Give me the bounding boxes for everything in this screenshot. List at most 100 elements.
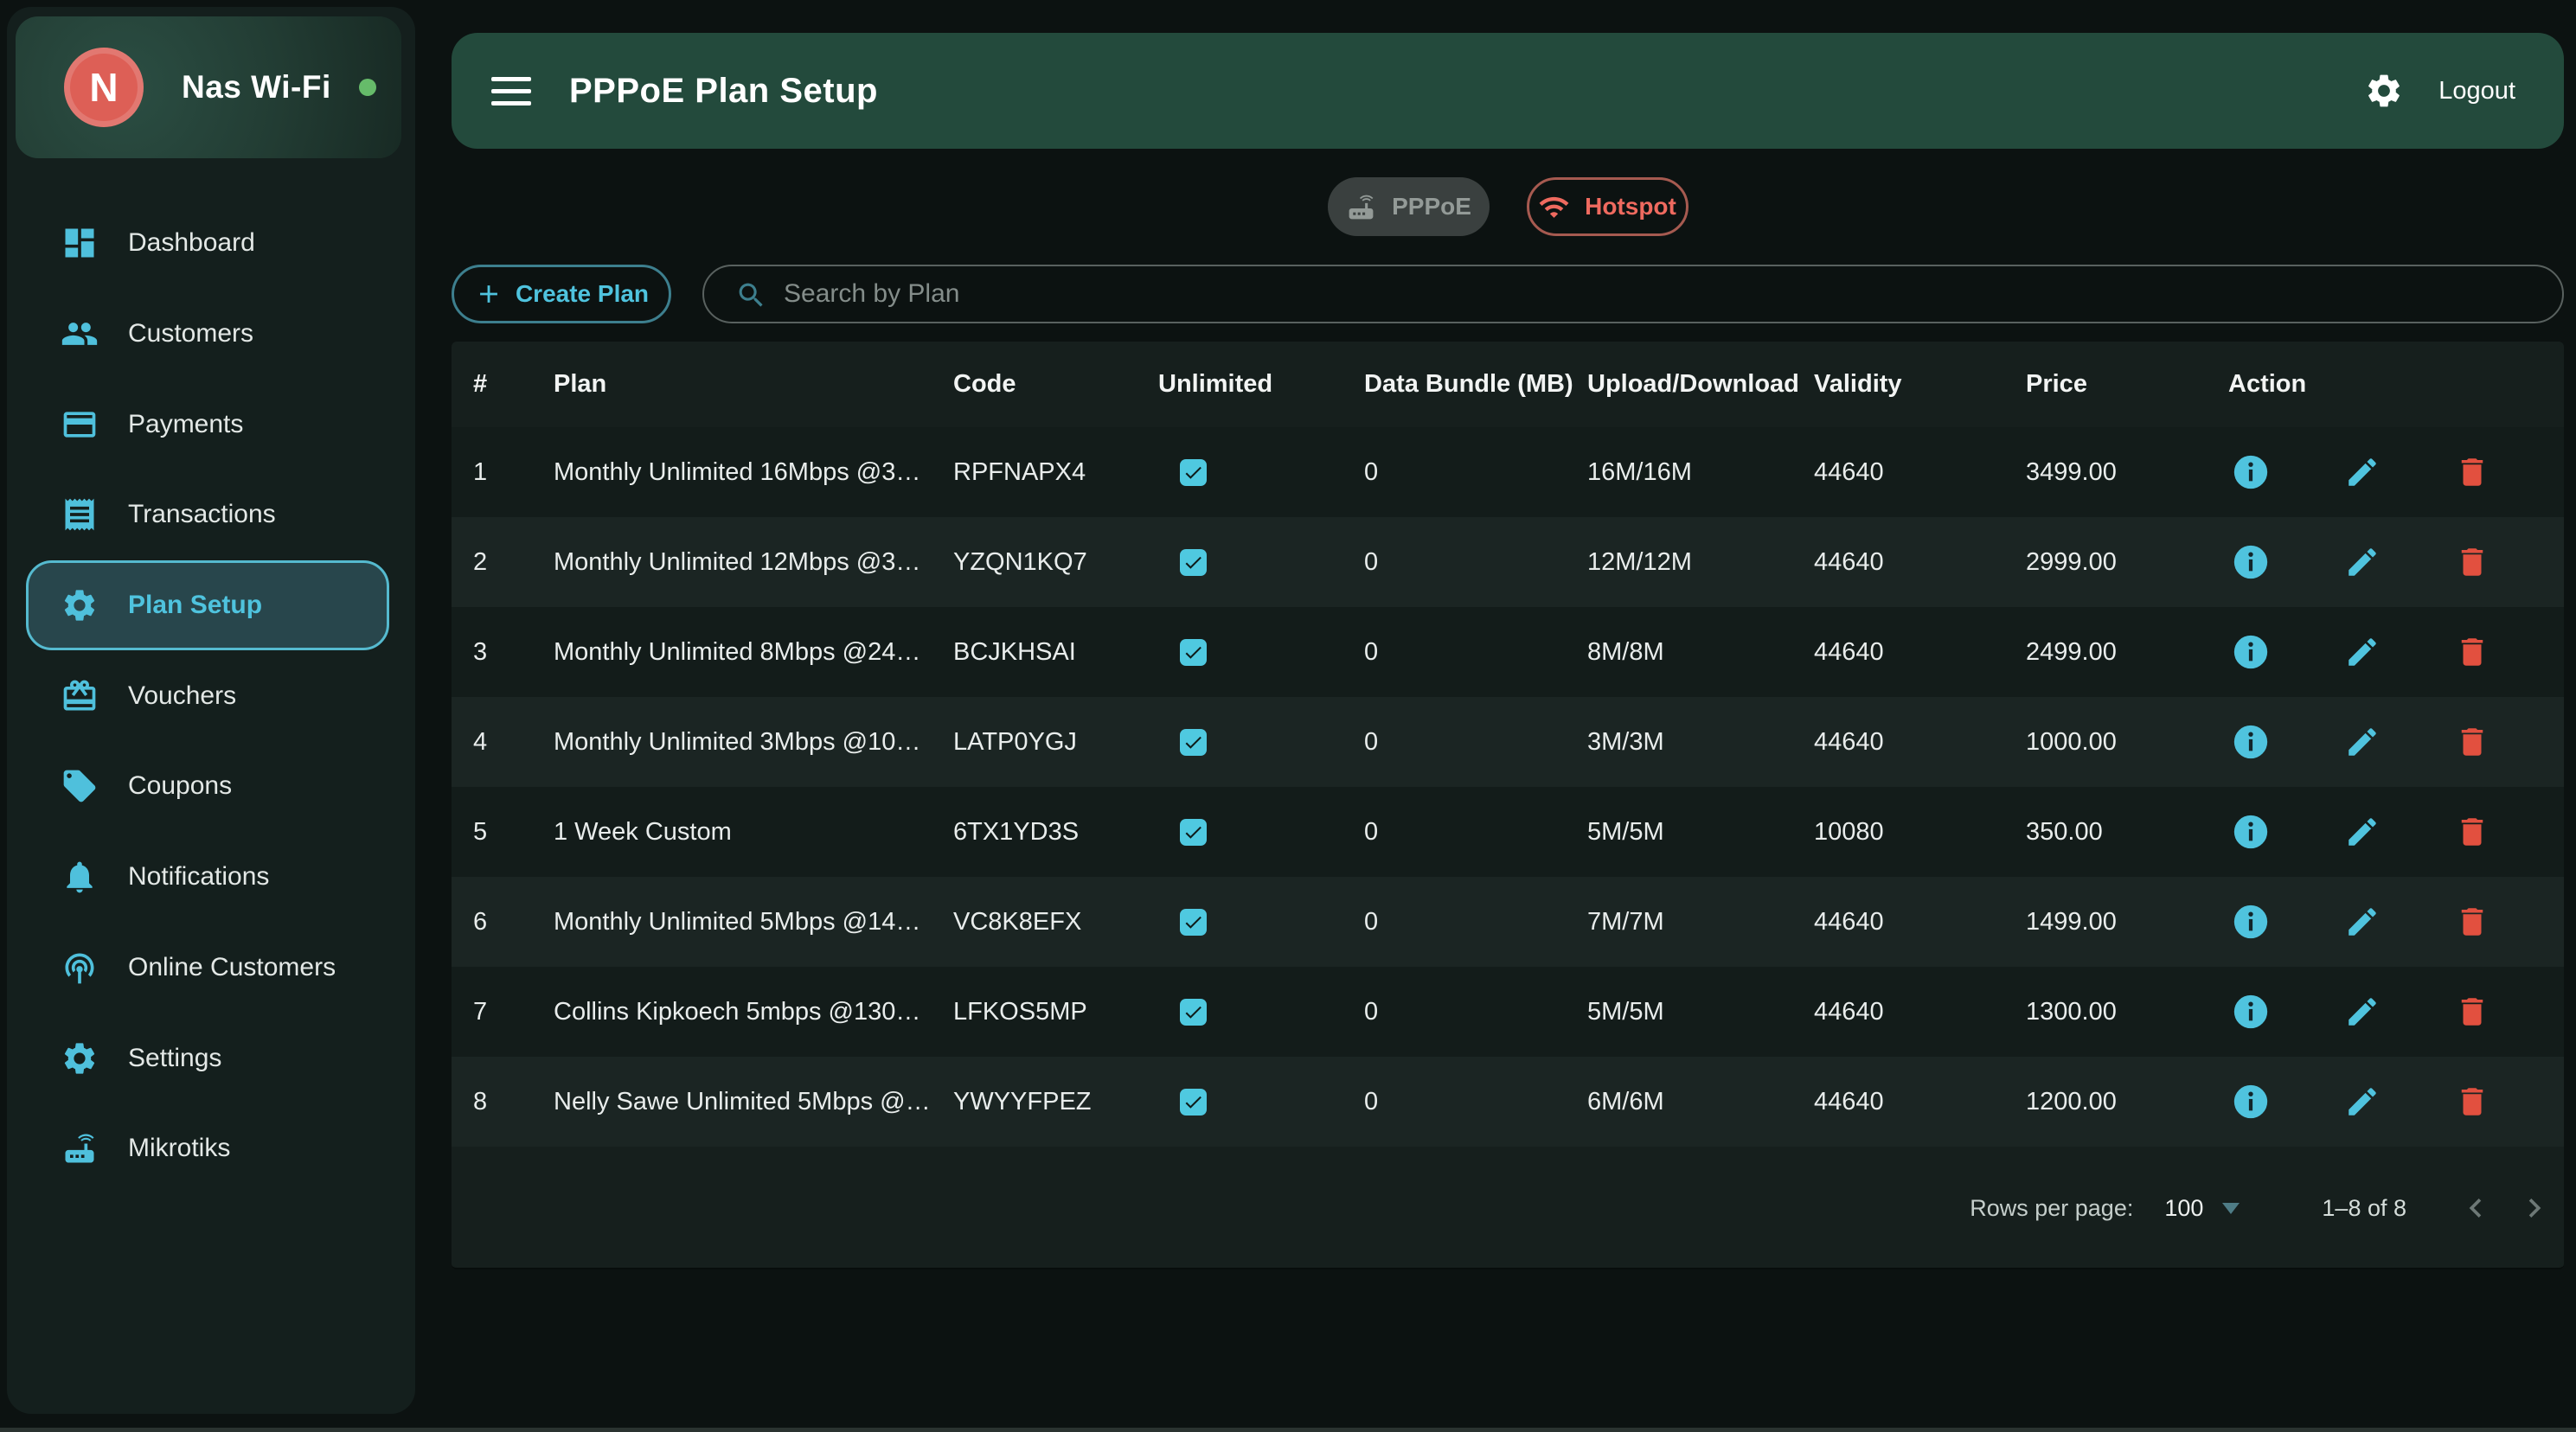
table-row: 7 Collins Kipkoech 5mbps @130… LFKOS5MP … bbox=[452, 967, 2564, 1057]
cell-data-bundle: 0 bbox=[1364, 908, 1587, 937]
brand-name: Nas Wi-Fi bbox=[182, 69, 331, 105]
info-icon bbox=[2231, 902, 2271, 942]
delete-plan-button[interactable] bbox=[2454, 994, 2490, 1030]
view-details-button[interactable] bbox=[2231, 812, 2271, 852]
trash-icon bbox=[2454, 724, 2490, 760]
cell-actions bbox=[2228, 542, 2564, 582]
sidebar-item-coupons[interactable]: Coupons bbox=[26, 741, 389, 832]
trash-icon bbox=[2454, 454, 2490, 490]
sidebar-item-settings[interactable]: Settings bbox=[26, 1013, 389, 1103]
settings-gear-icon[interactable] bbox=[2364, 71, 2404, 111]
menu-icon[interactable] bbox=[491, 77, 531, 105]
unlimited-checkbox[interactable] bbox=[1180, 459, 1207, 486]
pencil-icon bbox=[2344, 724, 2381, 760]
view-details-button[interactable] bbox=[2231, 632, 2271, 672]
cell-data-bundle: 0 bbox=[1364, 548, 1587, 577]
rows-per-page-select[interactable]: 100 bbox=[2164, 1195, 2240, 1222]
hotspot-toggle[interactable]: Hotspot bbox=[1527, 177, 1688, 236]
prev-page-button[interactable] bbox=[2457, 1189, 2495, 1227]
view-details-button[interactable] bbox=[2231, 992, 2271, 1032]
column-header-price: Price bbox=[2026, 370, 2228, 399]
sidebar-item-transactions[interactable]: Transactions bbox=[26, 470, 389, 560]
edit-plan-button[interactable] bbox=[2344, 1084, 2381, 1120]
cell-code: VC8K8EFX bbox=[953, 908, 1158, 937]
edit-plan-button[interactable] bbox=[2344, 904, 2381, 940]
cell-upload-download: 8M/8M bbox=[1587, 638, 1814, 667]
delete-plan-button[interactable] bbox=[2454, 634, 2490, 670]
delete-plan-button[interactable] bbox=[2454, 544, 2490, 580]
unlimited-checkbox[interactable] bbox=[1180, 639, 1207, 666]
cell-plan: Monthly Unlimited 12Mbps @3… bbox=[554, 548, 953, 577]
delete-plan-button[interactable] bbox=[2454, 814, 2490, 850]
table-toolbar: Create Plan bbox=[452, 265, 2564, 323]
unlimited-checkbox[interactable] bbox=[1180, 1089, 1207, 1116]
pppoe-toggle[interactable]: PPPoE bbox=[1328, 177, 1490, 236]
view-details-button[interactable] bbox=[2231, 902, 2271, 942]
brand-card: N Nas Wi-Fi bbox=[16, 16, 401, 158]
info-icon bbox=[2231, 542, 2271, 582]
sidebar-item-payments[interactable]: Payments bbox=[26, 379, 389, 470]
delete-plan-button[interactable] bbox=[2454, 724, 2490, 760]
edit-plan-button[interactable] bbox=[2344, 634, 2381, 670]
view-details-button[interactable] bbox=[2231, 452, 2271, 492]
sidebar-item-customers[interactable]: Customers bbox=[26, 289, 389, 380]
cell-data-bundle: 0 bbox=[1364, 1088, 1587, 1116]
column-header-number: # bbox=[473, 370, 554, 399]
cell-validity: 44640 bbox=[1814, 908, 2026, 937]
delete-plan-button[interactable] bbox=[2454, 904, 2490, 940]
sidebar-item-plan-setup[interactable]: Plan Setup bbox=[26, 560, 389, 651]
voucher-icon bbox=[61, 677, 99, 715]
pencil-icon bbox=[2344, 814, 2381, 850]
appbar: PPPoE Plan Setup Logout bbox=[452, 33, 2564, 149]
delete-plan-button[interactable] bbox=[2454, 454, 2490, 490]
edit-plan-button[interactable] bbox=[2344, 994, 2381, 1030]
view-details-button[interactable] bbox=[2231, 542, 2271, 582]
unlimited-checkbox[interactable] bbox=[1180, 819, 1207, 846]
chevron-right-icon bbox=[2515, 1189, 2554, 1227]
unlimited-checkbox[interactable] bbox=[1180, 909, 1207, 936]
cell-upload-download: 5M/5M bbox=[1587, 818, 1814, 847]
sidebar: N Nas Wi-Fi Dashboard Customers Payments… bbox=[7, 7, 415, 1414]
create-plan-button[interactable]: Create Plan bbox=[452, 265, 671, 323]
gear-icon bbox=[61, 1039, 99, 1077]
chevron-left-icon bbox=[2457, 1189, 2495, 1227]
cell-plan: Collins Kipkoech 5mbps @130… bbox=[554, 998, 953, 1026]
edit-plan-button[interactable] bbox=[2344, 724, 2381, 760]
edit-plan-button[interactable] bbox=[2344, 814, 2381, 850]
unlimited-checkbox[interactable] bbox=[1180, 999, 1207, 1026]
mode-toggle-group: PPPoE Hotspot bbox=[452, 177, 2564, 236]
bottom-edge-strip bbox=[0, 1428, 2576, 1432]
unlimited-checkbox[interactable] bbox=[1180, 549, 1207, 576]
sidebar-item-label: Online Customers bbox=[128, 953, 336, 982]
sidebar-item-mikrotiks[interactable]: Mikrotiks bbox=[26, 1103, 389, 1194]
plus-icon bbox=[474, 279, 503, 309]
cell-price: 350.00 bbox=[2026, 818, 2228, 847]
cell-number: 7 bbox=[473, 998, 554, 1026]
view-details-button[interactable] bbox=[2231, 1082, 2271, 1122]
credit-card-icon bbox=[61, 406, 99, 444]
view-details-button[interactable] bbox=[2231, 722, 2271, 762]
logout-button[interactable]: Logout bbox=[2438, 77, 2515, 105]
delete-plan-button[interactable] bbox=[2454, 1084, 2490, 1120]
column-header-upload-download: Upload/Download bbox=[1587, 370, 1814, 399]
sidebar-item-notifications[interactable]: Notifications bbox=[26, 832, 389, 923]
cell-plan: Monthly Unlimited 5Mbps @14… bbox=[554, 908, 953, 937]
table-header-row: # Plan Code Unlimited Data Bundle (MB) U… bbox=[452, 342, 2564, 427]
edit-plan-button[interactable] bbox=[2344, 544, 2381, 580]
pppoe-toggle-label: PPPoE bbox=[1392, 193, 1471, 221]
sidebar-item-vouchers[interactable]: Vouchers bbox=[26, 650, 389, 741]
search-input[interactable] bbox=[704, 266, 2562, 322]
cell-number: 1 bbox=[473, 458, 554, 487]
cell-plan: Monthly Unlimited 3Mbps @10… bbox=[554, 728, 953, 757]
app-root: N Nas Wi-Fi Dashboard Customers Payments… bbox=[0, 0, 2576, 1432]
table-row: 8 Nelly Sawe Unlimited 5Mbps @… YWYYFPEZ… bbox=[452, 1057, 2564, 1147]
sidebar-item-label: Vouchers bbox=[128, 681, 236, 711]
cell-validity: 44640 bbox=[1814, 638, 2026, 667]
edit-plan-button[interactable] bbox=[2344, 454, 2381, 490]
sidebar-item-online-customers[interactable]: Online Customers bbox=[26, 923, 389, 1013]
cell-actions bbox=[2228, 902, 2564, 942]
next-page-button[interactable] bbox=[2515, 1189, 2554, 1227]
unlimited-checkbox[interactable] bbox=[1180, 729, 1207, 756]
cell-code: YWYYFPEZ bbox=[953, 1088, 1158, 1116]
sidebar-item-dashboard[interactable]: Dashboard bbox=[26, 198, 389, 289]
